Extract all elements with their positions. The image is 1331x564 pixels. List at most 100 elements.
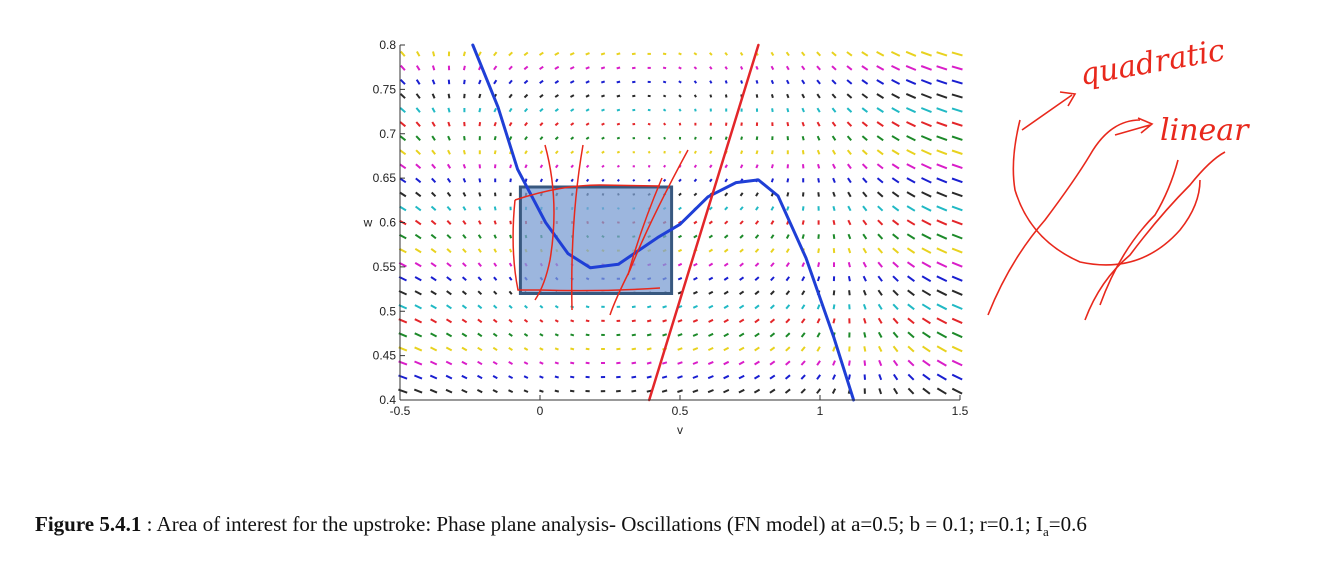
direction-arrow (817, 262, 821, 268)
direction-arrow (462, 220, 467, 225)
direction-arrow (461, 318, 468, 324)
direction-arrow (692, 333, 699, 337)
direction-arrow (785, 234, 790, 239)
direction-arrow (832, 177, 836, 183)
direction-arrow (693, 234, 698, 239)
direction-arrow (524, 121, 528, 127)
direction-arrow (585, 305, 590, 309)
direction-arrow (554, 80, 560, 84)
direction-arrow (554, 389, 560, 393)
handwritten-annotations: quadratic linear (987, 33, 1250, 321)
direction-arrow (740, 80, 744, 84)
direction-arrow (692, 375, 699, 379)
direction-arrow (493, 136, 497, 141)
direction-arrow (692, 318, 698, 323)
y-tick-label: 0.4 (379, 393, 396, 407)
direction-arrow (922, 387, 931, 395)
direction-arrow (801, 65, 806, 71)
direction-arrow (523, 361, 529, 365)
direction-arrow (585, 150, 590, 154)
direction-arrow (892, 331, 899, 339)
direction-arrow (876, 177, 884, 184)
direction-arrow (769, 332, 776, 338)
direction-arrow (801, 51, 806, 57)
direction-arrow (832, 205, 836, 211)
direction-arrow (707, 389, 714, 394)
direction-arrow (462, 206, 467, 211)
direction-arrow (414, 332, 423, 338)
direction-arrow (891, 149, 900, 156)
direction-arrow (708, 290, 714, 295)
direction-arrow (554, 122, 559, 127)
direction-arrow (462, 149, 466, 155)
direction-arrow (951, 387, 963, 395)
direction-arrow (446, 177, 452, 183)
direction-arrow (430, 191, 437, 198)
direction-arrow (801, 79, 806, 85)
x-tick-label: 1 (817, 404, 824, 418)
direction-arrow (601, 136, 605, 140)
direction-arrow (692, 304, 698, 309)
direction-arrow (920, 163, 932, 170)
direction-arrow (677, 375, 683, 379)
direction-arrow (920, 149, 932, 156)
direction-arrow (399, 121, 407, 128)
direction-arrow (846, 93, 853, 99)
direction-arrow (831, 51, 837, 57)
direction-arrow (951, 373, 963, 381)
direction-arrow (554, 361, 559, 365)
direction-arrow (723, 360, 730, 366)
direction-arrow (786, 107, 790, 113)
cubic-nullcline (471, 43, 856, 402)
direction-arrow (951, 289, 963, 296)
direction-arrow (892, 345, 899, 353)
direction-arrow (678, 94, 682, 98)
direction-arrow (906, 121, 916, 128)
direction-arrow (601, 178, 605, 182)
direction-arrow (708, 220, 713, 225)
direction-arrow (570, 333, 575, 337)
direction-arrow (770, 65, 775, 71)
direction-arrow (906, 261, 916, 268)
direction-arrow (585, 52, 590, 56)
direction-arrow (538, 51, 544, 56)
direction-arrow (723, 290, 729, 295)
direction-arrow (478, 93, 482, 99)
direction-arrow (801, 262, 806, 268)
direction-arrow (801, 304, 806, 310)
direction-arrow (739, 206, 744, 211)
direction-arrow (921, 317, 931, 325)
direction-arrow (661, 389, 668, 393)
direction-arrow (738, 332, 745, 338)
x-tick-label: -0.5 (390, 404, 411, 418)
direction-arrow (754, 220, 760, 225)
direction-arrow (415, 177, 422, 184)
direction-arrow (831, 79, 837, 85)
direction-arrow (785, 248, 790, 254)
direction-arrow (523, 93, 529, 99)
direction-arrow (678, 234, 682, 239)
direction-arrow (647, 150, 651, 154)
direction-arrow (445, 346, 453, 352)
direction-arrow (524, 164, 528, 169)
direction-arrow (661, 375, 668, 379)
direction-arrow (554, 375, 559, 379)
direction-arrow (890, 50, 901, 57)
direction-arrow (554, 94, 559, 98)
direction-arrow (878, 374, 883, 381)
direction-arrow (447, 135, 451, 141)
direction-arrow (863, 346, 867, 352)
direction-arrow (738, 360, 745, 366)
direction-arrow (477, 234, 482, 239)
direction-arrow (877, 275, 883, 282)
direction-arrow (816, 121, 821, 127)
direction-arrow (493, 65, 498, 71)
direction-arrow (523, 375, 529, 379)
direction-arrow (769, 304, 775, 310)
direction-arrow (477, 374, 483, 380)
direction-arrow (399, 93, 406, 99)
direction-arrow (429, 374, 438, 380)
direction-arrow (431, 79, 436, 85)
direction-arrow (739, 192, 744, 197)
direction-arrow (662, 361, 668, 365)
